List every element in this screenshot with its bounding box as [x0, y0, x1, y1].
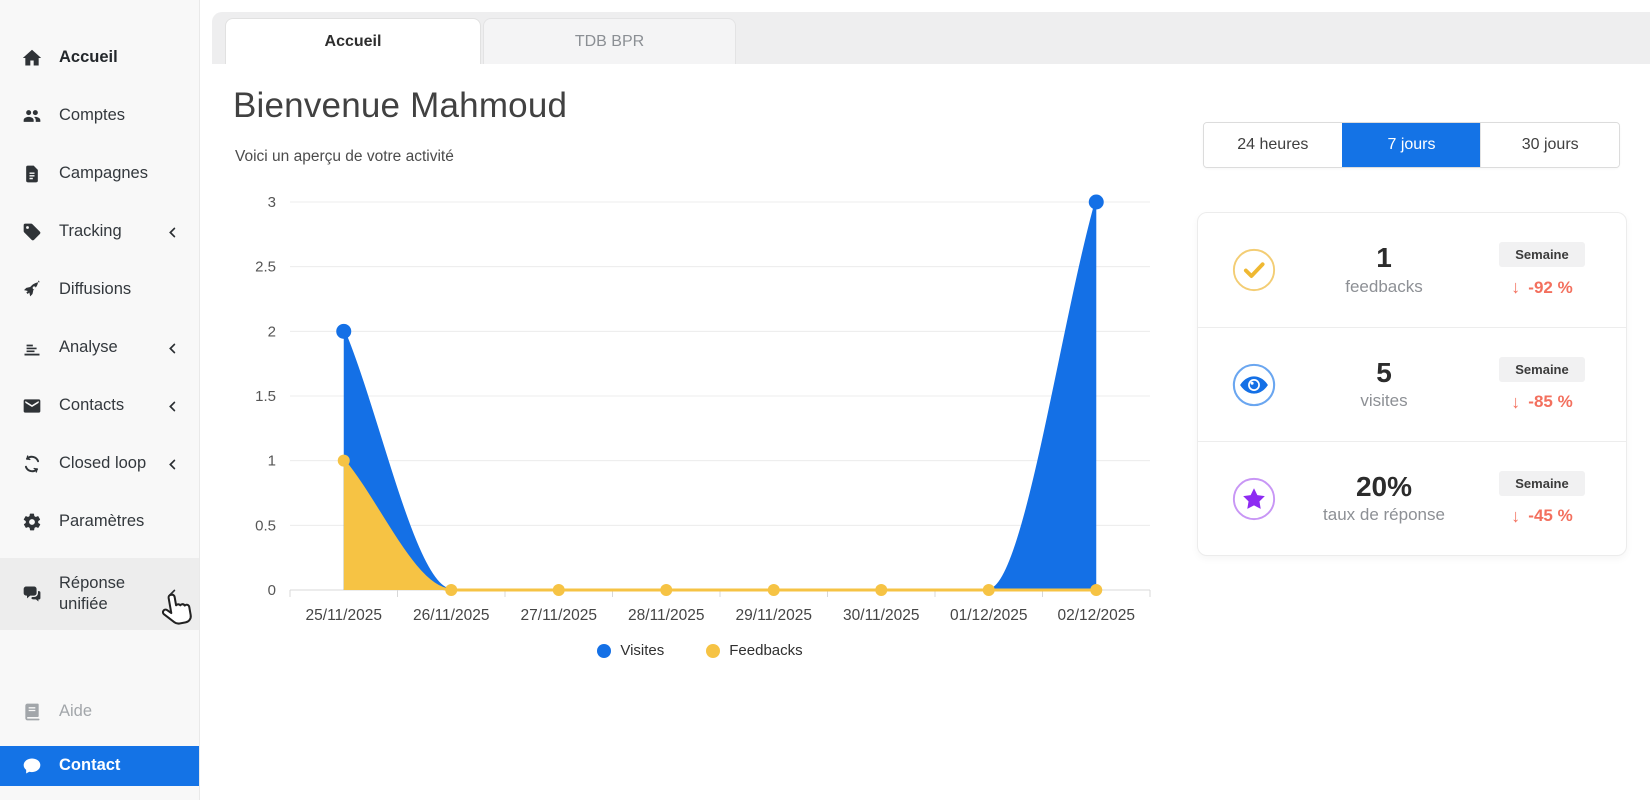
chevron-left-icon — [166, 400, 179, 413]
svg-text:1: 1 — [268, 453, 276, 470]
arrow-down-icon: ↓ — [1511, 505, 1521, 526]
range-7d-button[interactable]: 7 jours — [1341, 123, 1481, 167]
period-badge: Semaine — [1499, 242, 1585, 267]
chart-legend: Visites Feedbacks — [240, 642, 1160, 659]
feedbacks-label: feedbacks — [1345, 276, 1423, 296]
svg-text:27/11/2025: 27/11/2025 — [521, 607, 597, 624]
sidebar-item-closed-loop[interactable]: Closed loop — [0, 442, 199, 486]
taux-label: taux de réponse — [1323, 505, 1445, 525]
gear-icon — [22, 512, 42, 532]
main-content: Accueil TDB BPR Bienvenue Mahmoud Voici … — [200, 0, 1650, 800]
svg-text:30/11/2025: 30/11/2025 — [843, 607, 919, 624]
svg-text:01/12/2025: 01/12/2025 — [950, 607, 1028, 624]
home-icon — [22, 48, 42, 68]
period-badge: Semaine — [1499, 470, 1585, 496]
chevron-left-icon — [166, 342, 179, 355]
sidebar-item-aide[interactable]: Aide — [0, 692, 199, 732]
chart-icon — [22, 338, 42, 358]
page-title: Bienvenue Mahmoud — [233, 86, 568, 125]
svg-text:25/11/2025: 25/11/2025 — [306, 607, 382, 624]
legend-feedbacks[interactable]: Feedbacks — [706, 642, 803, 659]
users-icon — [22, 106, 42, 126]
chevron-left-icon — [166, 588, 179, 601]
svg-text:02/12/2025: 02/12/2025 — [1057, 607, 1135, 624]
tab-accueil[interactable]: Accueil — [225, 18, 481, 64]
svg-text:1.5: 1.5 — [255, 388, 276, 405]
sidebar-item-diffusions[interactable]: Diffusions — [0, 268, 199, 312]
arrow-down-icon: ↓ — [1511, 277, 1521, 297]
svg-text:26/11/2025: 26/11/2025 — [413, 607, 489, 624]
svg-text:0.5: 0.5 — [255, 517, 276, 534]
activity-area-chart: 0 0.5 1 1.5 2 2.5 3 25/11/2025 26/11/2025 27/11/2… — [255, 194, 1151, 624]
chevron-left-icon — [166, 226, 179, 239]
time-range-selector: 24 heures 7 jours 30 jours — [1203, 122, 1620, 168]
weekly-stats-card: 1 feedbacks Semaine ↓ -92 % 5 visi — [1197, 212, 1627, 556]
sidebar-item-contacts[interactable]: Contacts — [0, 384, 199, 428]
svg-text:3: 3 — [268, 194, 276, 211]
eye-icon — [1198, 362, 1310, 408]
stat-row-taux-reponse: 20% taux de réponse Semaine ↓ -45 % — [1198, 441, 1626, 555]
svg-text:0: 0 — [268, 582, 276, 599]
check-icon — [1198, 247, 1310, 293]
visites-value: 5 — [1376, 356, 1392, 388]
stat-row-feedbacks: 1 feedbacks Semaine ↓ -92 % — [1198, 213, 1626, 327]
sidebar-item-accueil[interactable]: Accueil — [0, 36, 199, 80]
star-icon — [1198, 476, 1310, 522]
feedbacks-delta: ↓ -92 % — [1511, 277, 1573, 297]
feedbacks-value: 1 — [1376, 242, 1392, 274]
visites-label: visites — [1360, 391, 1408, 411]
range-30d-button[interactable]: 30 jours — [1480, 123, 1619, 167]
sidebar-item-parametres[interactable]: Paramètres — [0, 500, 199, 544]
sidebar-item-reponse-unifiee[interactable]: Réponse unifiée — [0, 558, 199, 630]
feedbacks-legend-dot — [706, 643, 721, 658]
tab-tdb-bpr[interactable]: TDB BPR — [483, 18, 736, 64]
svg-text:29/11/2025: 29/11/2025 — [736, 607, 812, 624]
svg-text:2.5: 2.5 — [255, 259, 276, 276]
sidebar-item-comptes[interactable]: Comptes — [0, 94, 199, 138]
sidebar-item-tracking[interactable]: Tracking — [0, 210, 199, 254]
envelope-icon — [22, 396, 42, 416]
taux-delta: ↓ -45 % — [1511, 505, 1573, 526]
document-icon — [22, 164, 42, 184]
arrow-down-icon: ↓ — [1511, 391, 1521, 412]
legend-visites[interactable]: Visites — [597, 642, 664, 659]
sync-icon — [22, 454, 42, 474]
rocket-icon — [22, 280, 42, 300]
chat-icon — [22, 756, 42, 776]
stat-row-visites: 5 visites Semaine ↓ -85 % — [1198, 327, 1626, 441]
svg-text:28/11/2025: 28/11/2025 — [628, 607, 704, 624]
taux-value: 20% — [1355, 470, 1413, 502]
visites-legend-dot — [597, 643, 612, 658]
page-subtitle: Voici un aperçu de votre activité — [235, 148, 454, 165]
sidebar: Accueil Comptes Campagnes Tracking Diffu… — [0, 0, 200, 800]
book-icon — [22, 702, 42, 722]
chevron-left-icon — [166, 458, 179, 471]
range-24h-button[interactable]: 24 heures — [1204, 123, 1342, 167]
sidebar-item-contact[interactable]: Contact — [0, 746, 199, 786]
svg-text:2: 2 — [268, 323, 276, 340]
sidebar-item-analyse[interactable]: Analyse — [0, 326, 199, 370]
chat-bubbles-icon — [22, 584, 42, 604]
tag-icon — [22, 222, 42, 242]
sidebar-item-campagnes[interactable]: Campagnes — [0, 152, 199, 196]
visites-delta: ↓ -85 % — [1511, 391, 1573, 412]
period-badge: Semaine — [1499, 356, 1585, 382]
